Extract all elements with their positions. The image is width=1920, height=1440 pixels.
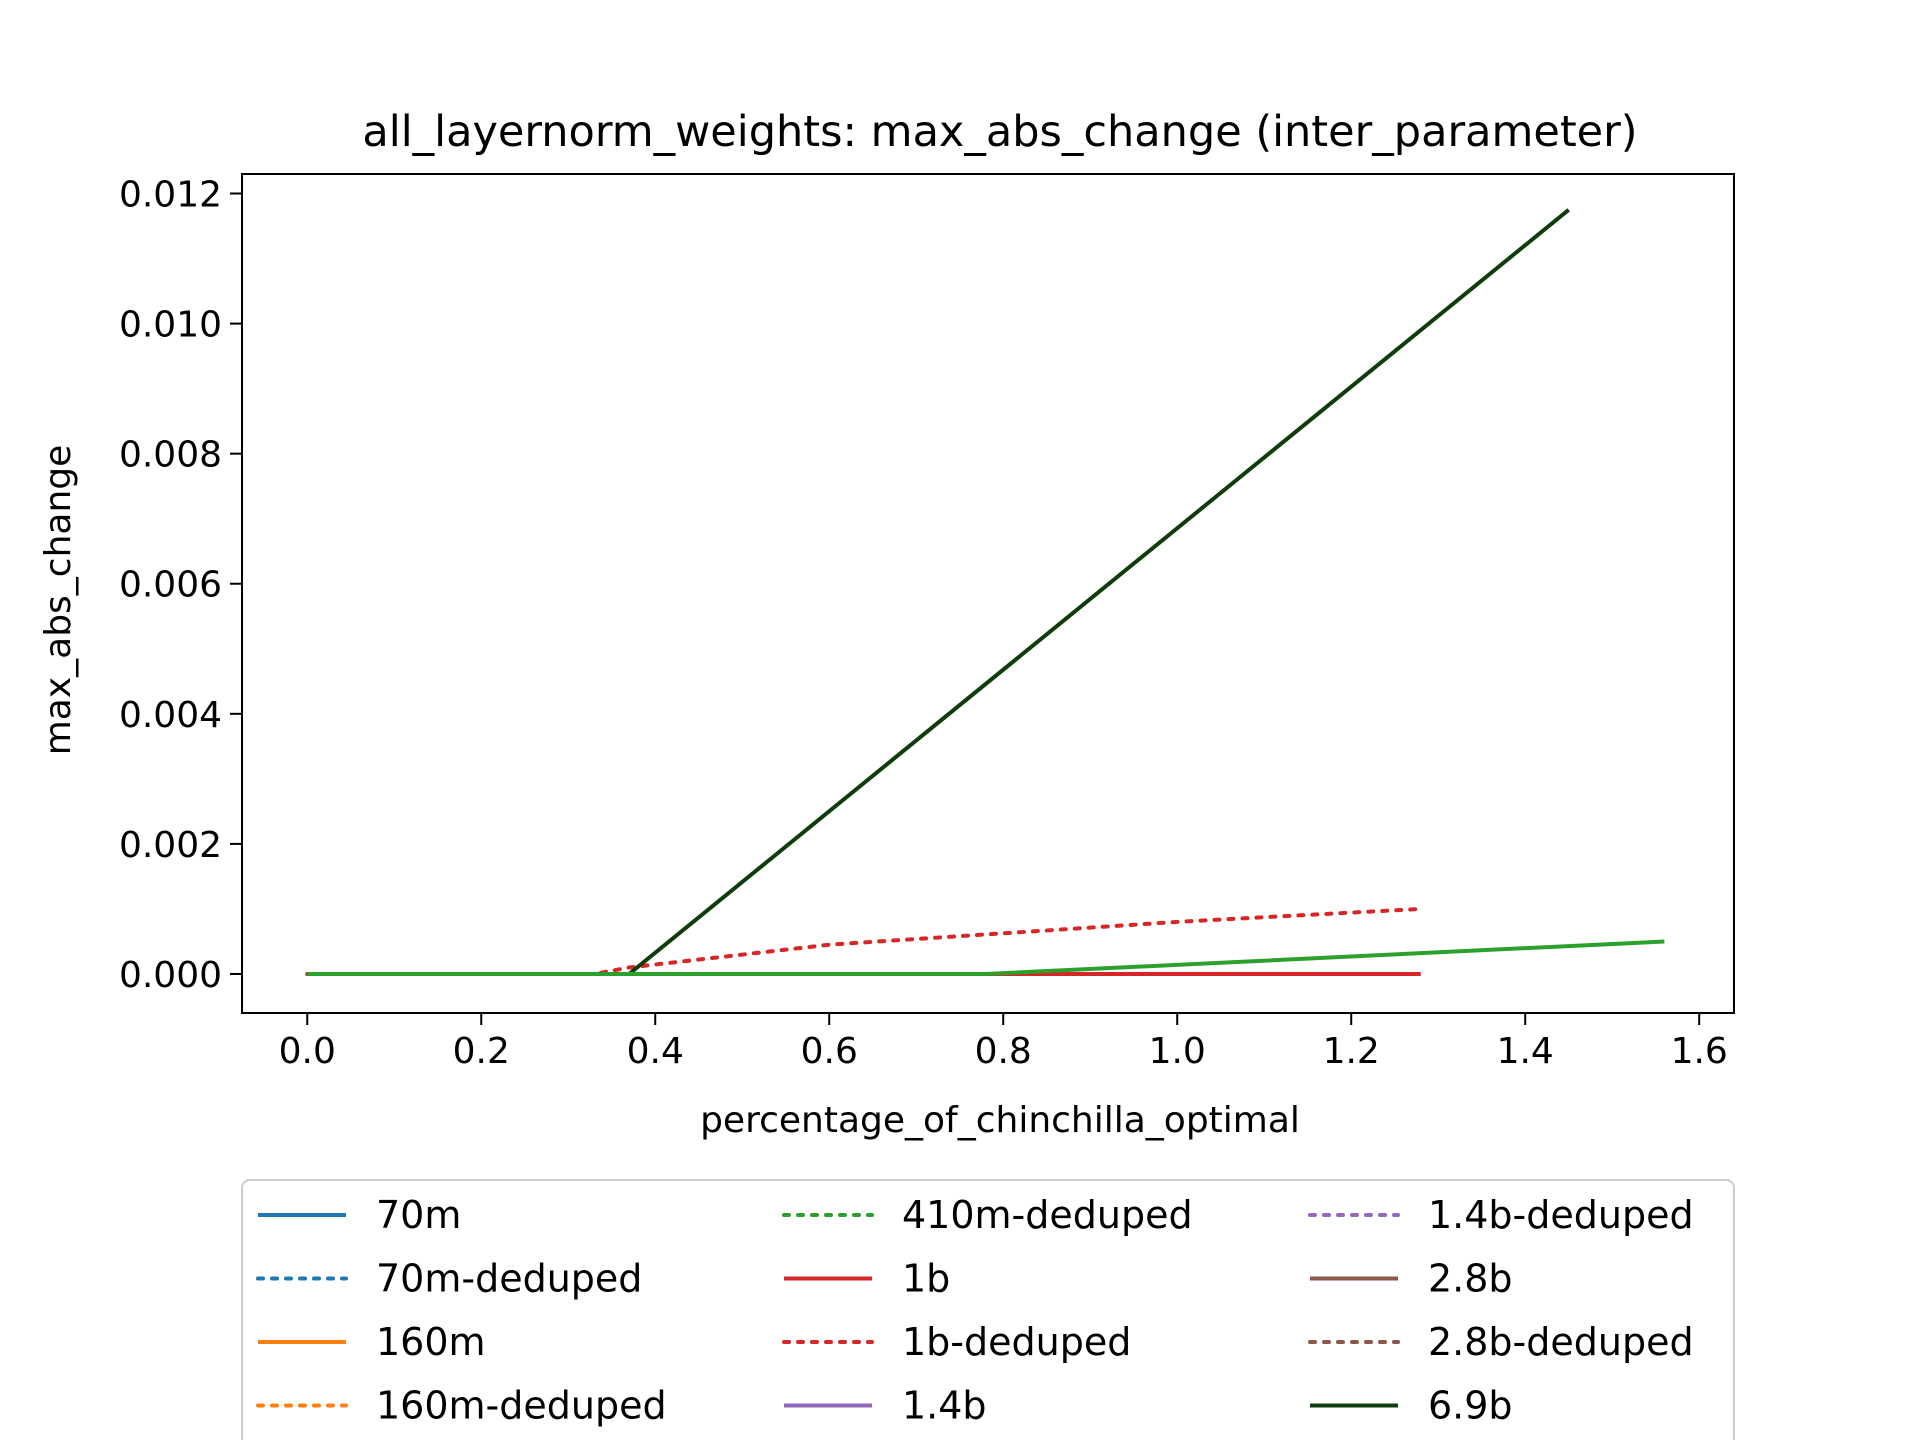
legend-label: 2.8b [1428,1257,1513,1301]
y-tick-label: 0.012 [119,175,222,216]
legend-label: 6.9b [1428,1384,1513,1428]
x-tick-label: 0.8 [975,1031,1032,1072]
x-tick-label: 0.4 [627,1031,684,1072]
y-tick-label: 0.008 [119,435,222,476]
y-tick-label: 0.002 [119,825,222,866]
y-axis-label: max_abs_change [38,445,79,756]
x-tick-label: 0.2 [453,1031,510,1072]
legend-label: 1b [902,1257,950,1301]
plot-frame [241,173,1735,1014]
series-layer [305,208,1665,976]
series-line-1b-deduped [305,906,1423,976]
legend-label: 160m [376,1320,486,1364]
legend-label: 410m-deduped [902,1193,1193,1237]
axes: 0.0 0.2 0.4 0.6 0.8 1.0 1.2 1.4 1.6 0.000 0.002 0.0… [119,175,1728,1072]
legend-label: 1b-deduped [902,1320,1131,1364]
y-tick-label: 0.006 [119,565,222,606]
legend-label: 1.4b-deduped [1428,1193,1694,1237]
x-tick-label: 1.4 [1497,1031,1554,1072]
y-tick-label: 0.000 [119,955,222,996]
series-line-6.9b [307,208,1570,976]
legend-label: 70m-deduped [376,1257,642,1301]
chart-title: all_layernorm_weights: max_abs_change (i… [362,107,1637,157]
y-tick-label: 0.004 [119,695,222,736]
legend-label: 70m [376,1193,461,1237]
x-tick-label: 1.6 [1671,1031,1728,1072]
series-line-unlabeled-12 [307,939,1665,976]
y-tick-label: 0.010 [119,305,222,346]
legend-label: 2.8b-deduped [1428,1320,1694,1364]
x-tick-label: 1.2 [1323,1031,1380,1072]
legend-box [241,1179,1735,1440]
x-tick-label: 0.0 [279,1031,336,1072]
legend-label: 1.4b [902,1384,987,1428]
x-tick-label: 0.6 [801,1031,858,1072]
x-tick-label: 1.0 [1149,1031,1206,1072]
x-axis-label: percentage_of_chinchilla_optimal [700,1100,1300,1141]
legend: 70m 70m-deduped 160m 160m-deduped 410m-dedup… [256,1193,1694,1428]
legend-label: 160m-deduped [376,1384,667,1428]
